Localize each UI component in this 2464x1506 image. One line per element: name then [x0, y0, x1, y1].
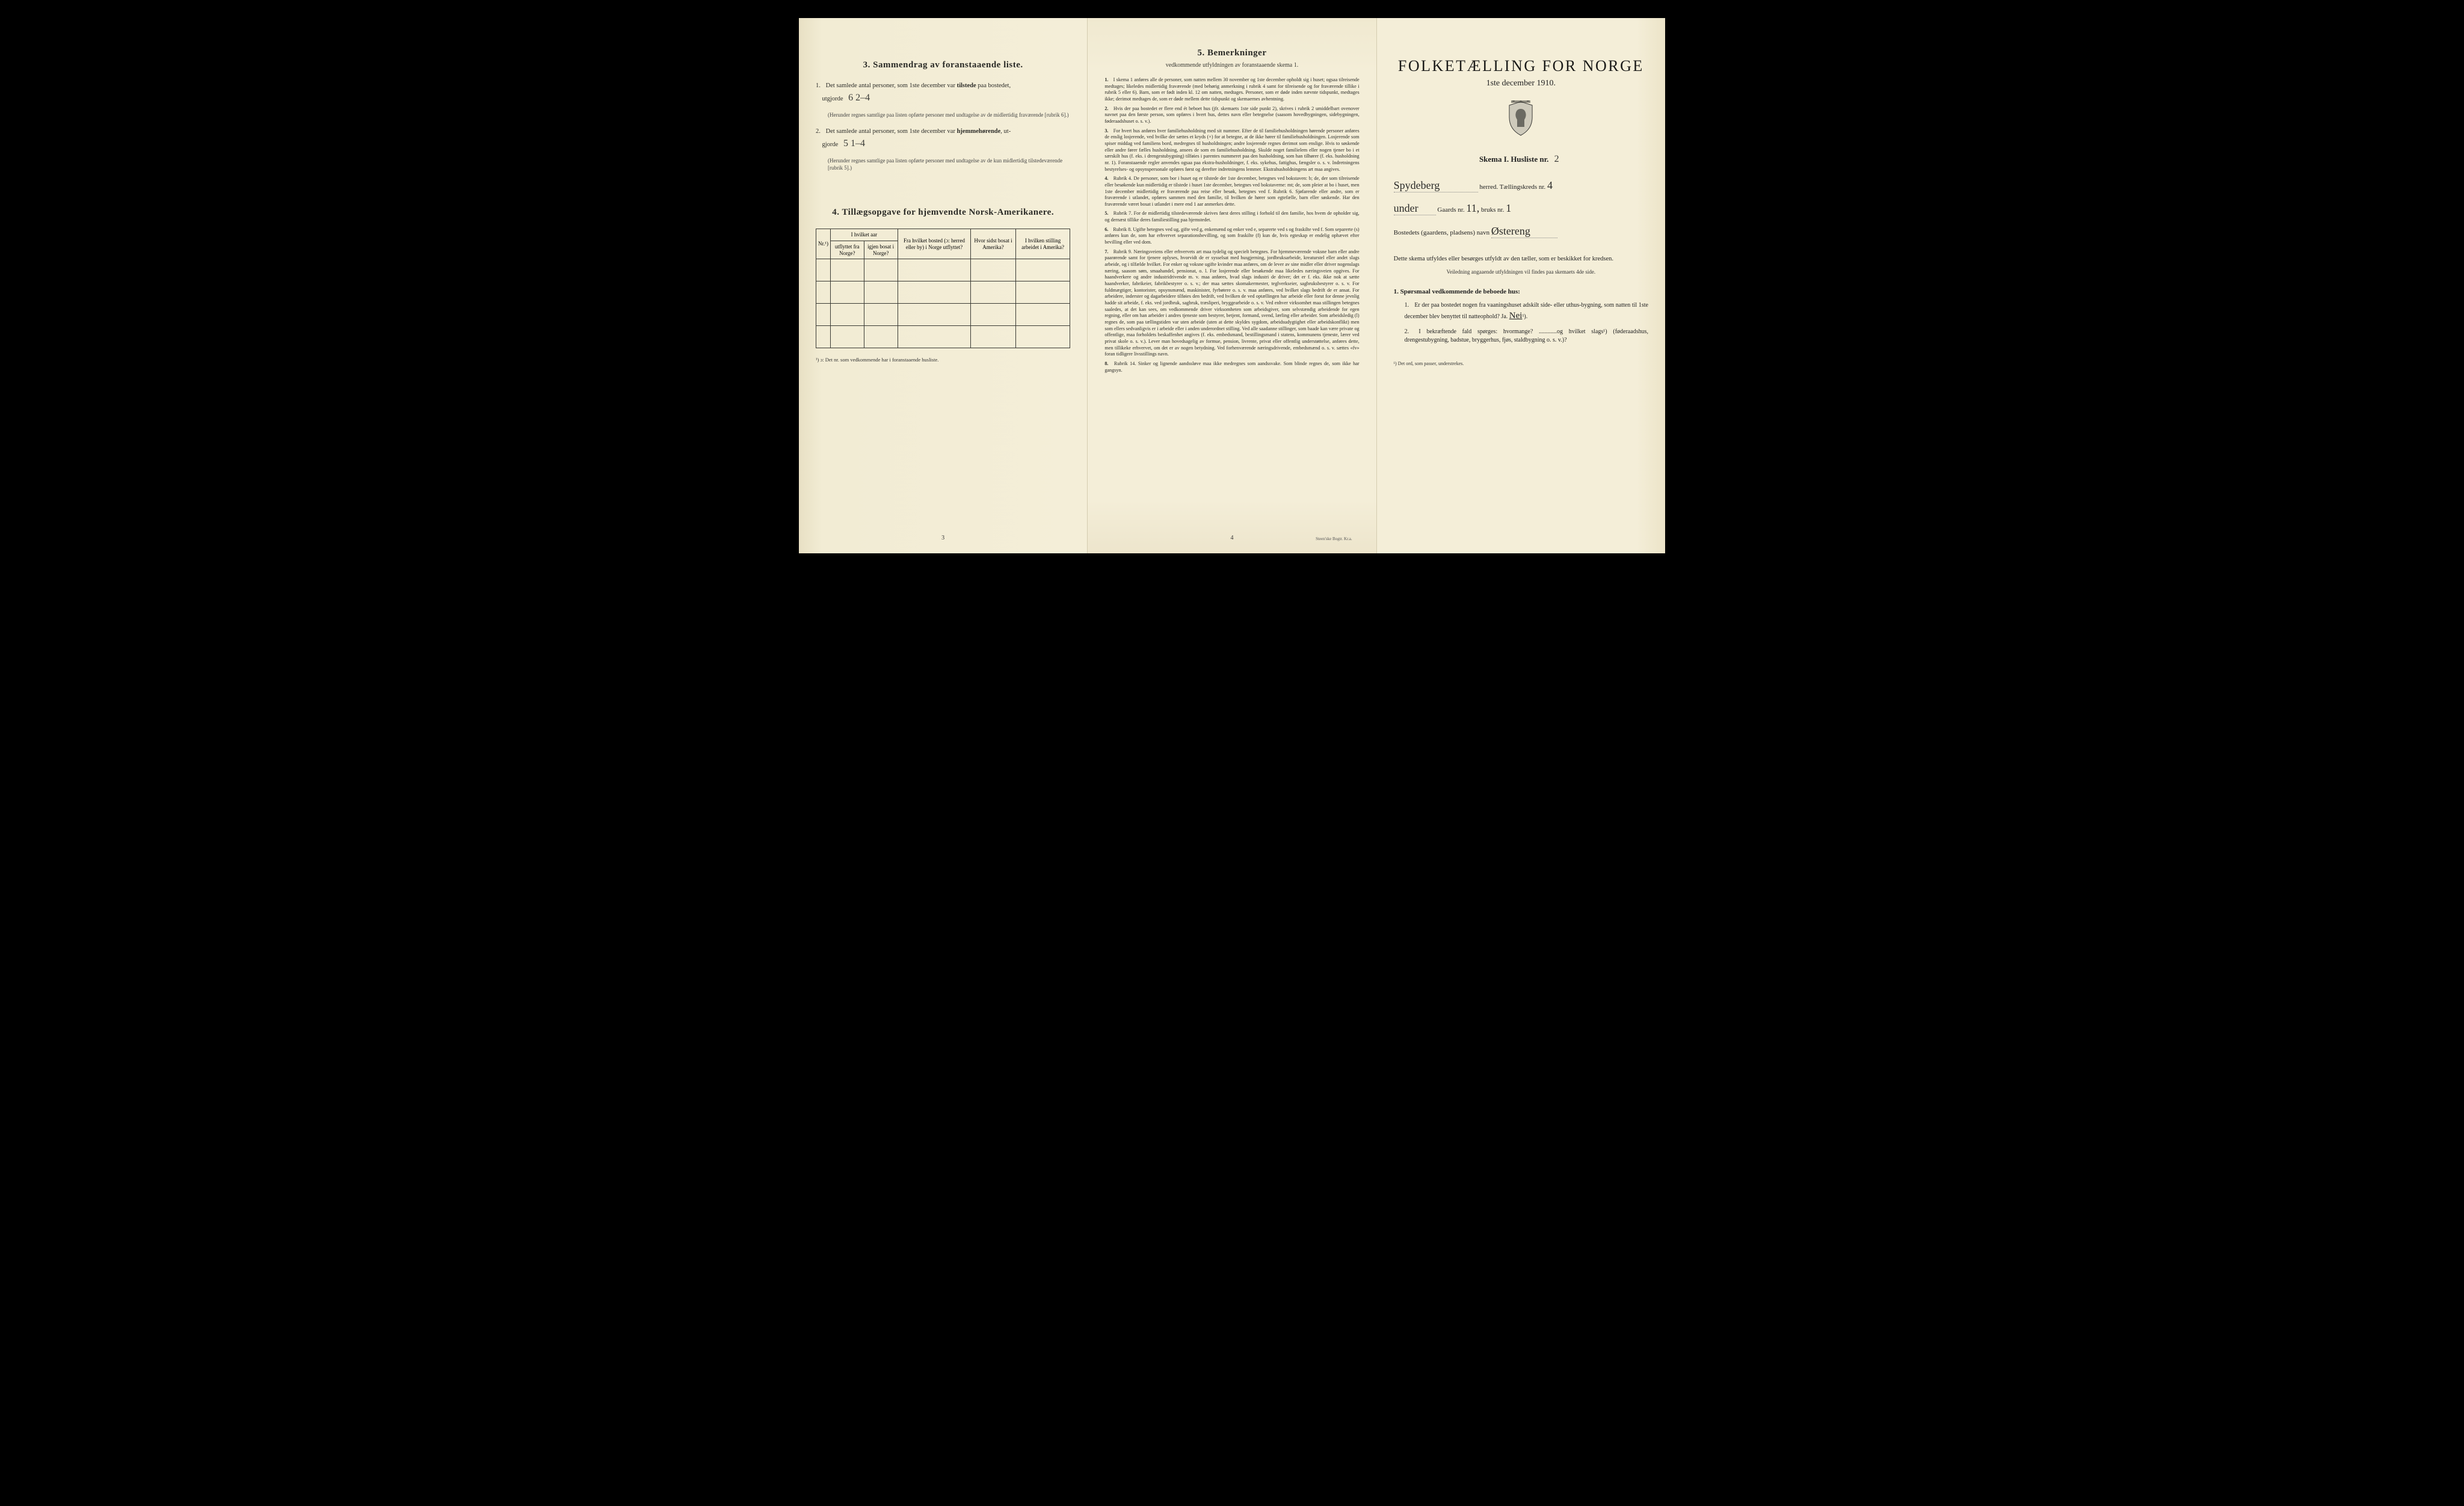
col-from: Fra hvilket bosted (ɔ: herred eller by) … [898, 229, 970, 259]
answer-nei: Nei [1509, 311, 1523, 321]
remark-paragraph: 4. Rubrik 4. De personer, som bor i huse… [1104, 176, 1359, 207]
summary-item-2: 2. Det samlede antal personer, som 1ste … [816, 127, 1070, 151]
subtitle: 1ste december 1910. [1394, 79, 1648, 88]
skema-line: Skema I. Husliste nr. 2 [1394, 154, 1648, 165]
remark-paragraph: 6. Rubrik 8. Ugifte betegnes ved ug, gif… [1104, 227, 1359, 246]
question-heading: 1. Spørsmaal vedkommende de beboede hus: [1394, 288, 1648, 295]
bosted-name: Østereng [1491, 225, 1557, 238]
remark-paragraph: 1. I skema 1 anføres alle de personer, s… [1104, 77, 1359, 103]
remark-paragraph: 7. Rubrik 9. Næringsveiens eller erhverv… [1104, 249, 1359, 358]
table-row [816, 281, 1070, 304]
under-text: under [1394, 202, 1436, 215]
section-3-title: 3. Sammendrag av foranstaaende liste. [816, 60, 1070, 70]
page-1-cover: FOLKETÆLLING FOR NORGE 1ste december 191… [1377, 18, 1665, 553]
col-nr: Nr.¹) [816, 229, 831, 259]
instruction-main: Dette skema utfyldes eller besørges utfy… [1394, 255, 1648, 264]
col-year-group: I hvilket aar [830, 229, 898, 241]
question-1: 1. Er der paa bostedet nogen fra vaaning… [1405, 301, 1648, 323]
page-4: 5. Bemerkninger vedkommende utfyldningen… [1088, 18, 1376, 553]
instruction-small: Veiledning angaaende utfyldningen vil fi… [1394, 269, 1648, 275]
col-emigrated: utflyttet fra Norge? [830, 241, 864, 259]
hjemme-count: 5 1–4 [840, 138, 869, 149]
col-returned: igjen bosat i Norge? [864, 241, 898, 259]
page-number: 4 [1230, 535, 1233, 541]
bruks-nr: 1 [1506, 202, 1511, 214]
census-document: 3. Sammendrag av foranstaaende liste. 1.… [799, 18, 1665, 553]
remark-paragraph: 8. Rubrik 14. Sinker og lignende aandssl… [1104, 361, 1359, 373]
table-row [816, 304, 1070, 326]
summary-item-1: 1. Det samlede antal personer, som 1ste … [816, 81, 1070, 105]
footnote-1: ¹) ɔ: Det nr. som vedkommende har i fora… [816, 357, 1070, 363]
remark-paragraph: 3. For hvert hus anføres hver familiehus… [1104, 128, 1359, 173]
printer-imprint: Steen'ske Bogtr. Kr.a. [1316, 536, 1352, 541]
col-position: I hvilken stilling arbeidet i Amerika? [1015, 229, 1070, 259]
coat-of-arms [1394, 100, 1648, 140]
emigrant-table: Nr.¹) I hvilket aar Fra hvilket bosted (… [816, 229, 1070, 348]
page-3: 3. Sammendrag av foranstaaende liste. 1.… [799, 18, 1088, 553]
table-row [816, 326, 1070, 348]
question-2: 2. I bekræftende fald spørges: hvormange… [1405, 328, 1648, 345]
gaards-nr: 11, [1466, 202, 1479, 214]
footnote-right: ¹) Det ord, som passer, understrekes. [1394, 361, 1648, 366]
remark-paragraph: 5. Rubrik 7. For de midlertidig tilstede… [1104, 211, 1359, 223]
note-1: (Herunder regnes samtlige paa listen opf… [828, 111, 1070, 118]
section-5-subtitle: vedkommende utfyldningen av foranstaaend… [1104, 62, 1359, 69]
remark-paragraph: 2. Hvis der paa bostedet er flere end ét… [1104, 106, 1359, 125]
remarks-body: 1. I skema 1 anføres alle de personer, s… [1104, 77, 1359, 373]
herred-line: Spydeberg herred. Tællingskreds nr. 4 [1394, 179, 1648, 192]
main-title: FOLKETÆLLING FOR NORGE [1394, 57, 1648, 75]
col-where: Hvor sidst bosat i Amerika? [971, 229, 1016, 259]
gaards-line: under Gaards nr. 11, bruks nr. 1 [1394, 202, 1648, 215]
table-row [816, 259, 1070, 281]
section-5-title: 5. Bemerkninger [1104, 48, 1359, 58]
page-number: 3 [941, 535, 944, 541]
herred-name: Spydeberg [1394, 179, 1478, 192]
tilstede-count: 6 2–4 [845, 93, 873, 103]
section-4-title: 4. Tillægsopgave for hjemvendte Norsk-Am… [816, 207, 1070, 218]
bosted-line: Bostedets (gaardens, pladsens) navn Øste… [1394, 225, 1648, 238]
kreds-nr: 4 [1547, 179, 1553, 191]
husliste-nr: 2 [1551, 154, 1563, 164]
note-2: (Herunder regnes samtlige paa listen opf… [828, 157, 1070, 171]
